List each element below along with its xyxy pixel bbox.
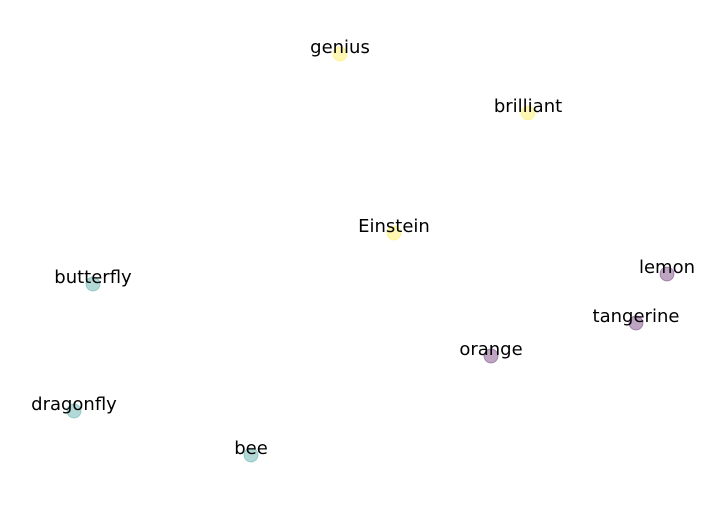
point-label-genius: genius (310, 37, 370, 58)
scatter-point-lemon (659, 266, 675, 282)
scatter-point-einstein (386, 225, 402, 241)
point-label-brilliant: brilliant (494, 96, 562, 117)
scatter-point-orange (483, 348, 499, 364)
point-label-tangerine: tangerine (593, 306, 680, 327)
scatter-point-dragonfly (66, 403, 82, 419)
scatter-point-genius (332, 46, 348, 62)
scatter-point-brilliant (520, 105, 536, 121)
scatter-point-bee (243, 447, 259, 463)
point-label-einstein: Einstein (358, 216, 430, 237)
scatter-point-butterfly (85, 276, 101, 292)
scatter-point-tangerine (628, 315, 644, 331)
labels-layer: bee dragonfly butterfly orange tangerine lemo… (31, 37, 695, 459)
point-label-butterfly: butterfly (54, 267, 132, 288)
point-label-dragonfly: dragonfly (31, 394, 117, 415)
points-layer (66, 46, 675, 463)
point-label-bee: bee (234, 438, 268, 459)
point-label-lemon: lemon (639, 257, 695, 278)
point-label-orange: orange (459, 339, 522, 360)
